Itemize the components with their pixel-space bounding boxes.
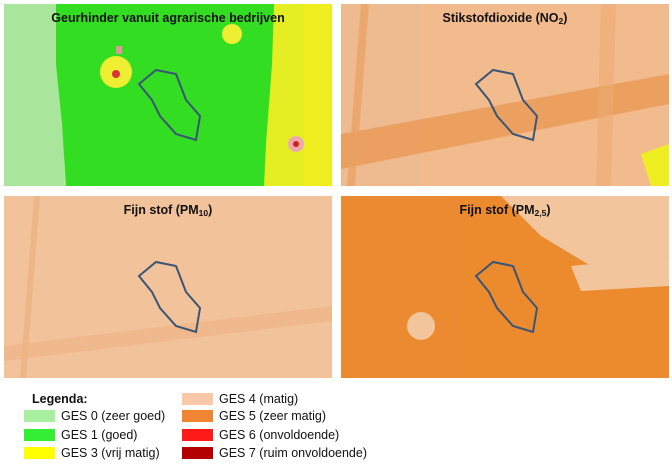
legend-label: GES 4 (matig) [219,392,299,406]
legend-swatch [24,429,55,441]
no2-map [341,4,669,186]
legend-item-ges1: GES 1 (goed) [24,428,137,442]
legend-label: GES 7 (ruim onvoldoende) [219,446,367,460]
legend-swatch [24,447,55,459]
legend-title: Legenda: [32,392,88,406]
legend-label: GES 3 (vrij matig) [61,446,160,460]
legend-item-ges6: GES 6 (onvoldoende) [182,428,339,442]
legend-swatch [182,393,213,405]
panel-title-pm10: Fijn stof (PM10) [123,203,213,218]
legend-item-ges7: GES 7 (ruim onvoldoende) [182,446,367,460]
panel-title-pm25: Fijn stof (PM2,5) [459,203,551,218]
legend-swatch [182,410,213,422]
map-panel-pm10: Fijn stof (PM10) [4,196,332,378]
pm10-map [4,196,332,378]
pm25-map [341,196,669,378]
legend-item-ges3: GES 3 (vrij matig) [24,446,160,460]
legend-item-ges4: GES 4 (matig) [182,392,298,406]
map-panel-pm25: Fijn stof (PM2,5) [341,196,669,378]
legend-swatch [182,429,213,441]
panel-title-geurhinder: Geurhinder vanuit agrarische bedrijven [51,11,285,25]
legend-label: GES 5 (zeer matig) [219,409,326,423]
legend-swatch [182,447,213,459]
legend-item-ges0: GES 0 (zeer goed) [24,409,165,423]
legend-label: GES 0 (zeer goed) [61,409,166,423]
legend-swatch [24,410,55,422]
legend-label: GES 1 (goed) [61,428,138,442]
panel-title-no2: Stikstofdioxide (NO2) [442,11,568,26]
map-panel-geurhinder: Geurhinder vanuit agrarische bedrijven [4,4,332,186]
geurhinder-map [4,4,332,186]
legend-item-ges5: GES 5 (zeer matig) [182,409,326,423]
legend-label: GES 6 (onvoldoende) [219,428,340,442]
map-panel-no2: Stikstofdioxide (NO2) [341,4,669,186]
